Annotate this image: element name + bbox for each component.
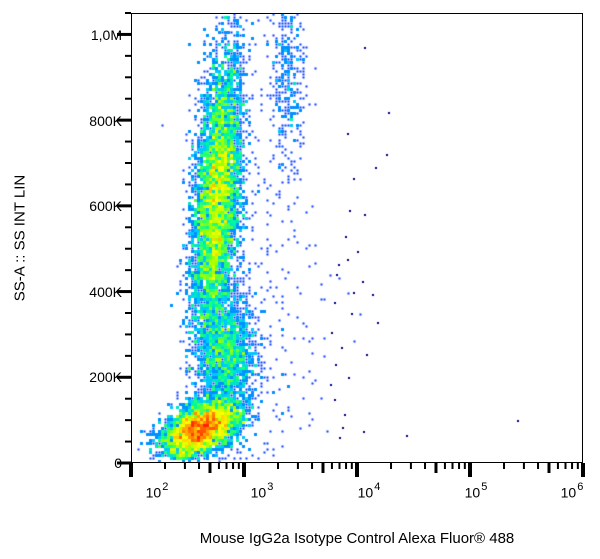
x-tick-label-1e2: 102: [145, 481, 169, 501]
y-tick-label-1m: 1,0M: [90, 27, 122, 43]
y-tick-label-400k: 400K: [89, 284, 122, 300]
y-axis-label: SS-A :: SS INT LIN: [11, 174, 29, 302]
y-tick-label-800k: 800K: [89, 113, 122, 129]
y-tick-label-0: 0: [114, 455, 122, 471]
x-tick-label-1e5: 105: [464, 481, 488, 501]
x-tick-label-1e3: 103: [250, 481, 274, 501]
y-tick-label-200k: 200K: [89, 369, 122, 385]
x-tick-label-1e6: 106: [560, 481, 584, 501]
x-tick-label-1e4: 104: [357, 481, 381, 501]
plot-area: [131, 13, 583, 463]
x-axis-label: Mouse IgG2a Isotype Control Alexa Fluor®…: [199, 530, 515, 547]
y-tick-label-600k: 600K: [89, 198, 122, 214]
